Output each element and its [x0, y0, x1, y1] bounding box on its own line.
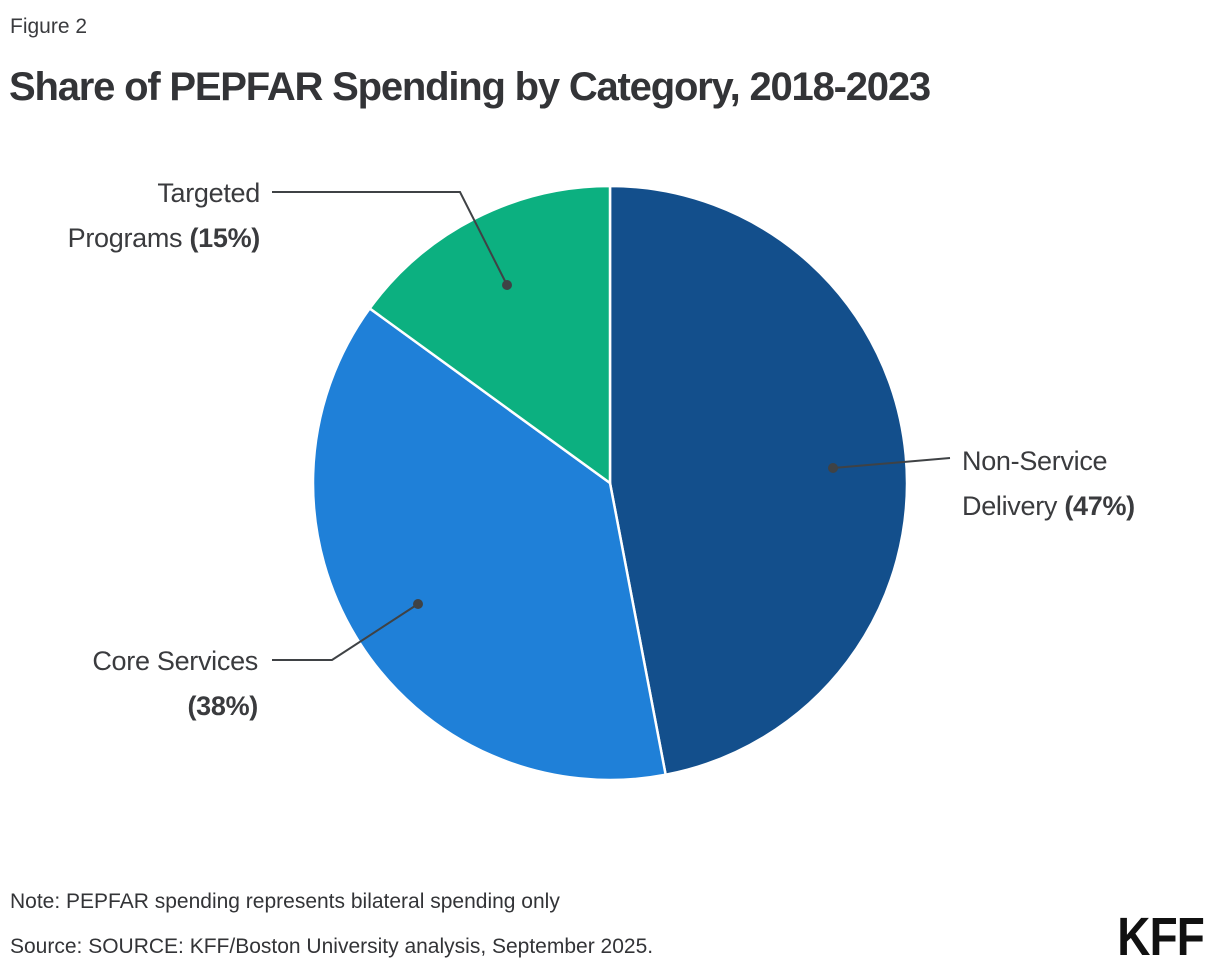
callout-core-services: Core Services (38%) [92, 639, 258, 729]
callout-percent: (47%) [1064, 491, 1135, 521]
callout-dots [413, 280, 838, 609]
callout-label-text: Non-Service [962, 446, 1108, 476]
page-title: Share of PEPFAR Spending by Category, 20… [9, 65, 931, 109]
leader-line-targeted-programs [272, 191, 508, 286]
pie-slice-targeted-programs [368, 184, 612, 485]
callout-leader-lines [272, 191, 951, 661]
callout-label-text: Core Services [92, 646, 258, 676]
callout-dot-core-services [413, 599, 423, 609]
leader-line-core-services [272, 603, 419, 661]
callout-percent: (38%) [187, 691, 258, 721]
figure-number-label: Figure 2 [10, 15, 88, 38]
callout-label-text: Programs [67, 223, 183, 253]
callout-label-text: Delivery [962, 491, 1058, 521]
note-text: Note: PEPFAR spending represents bilater… [10, 890, 560, 913]
source-text: Source: SOURCE: KFF/Boston University an… [10, 935, 654, 958]
leader-line-non-service-delivery [832, 457, 951, 469]
callout-percent: (15%) [189, 223, 260, 253]
callout-dot-non-service-delivery [828, 463, 838, 473]
kff-logo: KFF [1117, 907, 1205, 967]
pie-chart [311, 184, 909, 782]
pie-slice-non-service-delivery [608, 184, 909, 776]
callout-dot-targeted-programs [502, 280, 512, 290]
callout-label-text: Targeted [157, 178, 260, 208]
callout-non-service-delivery: Non-Service Delivery (47%) [962, 439, 1135, 529]
callout-targeted-programs: Targeted Programs (15%) [67, 171, 261, 261]
